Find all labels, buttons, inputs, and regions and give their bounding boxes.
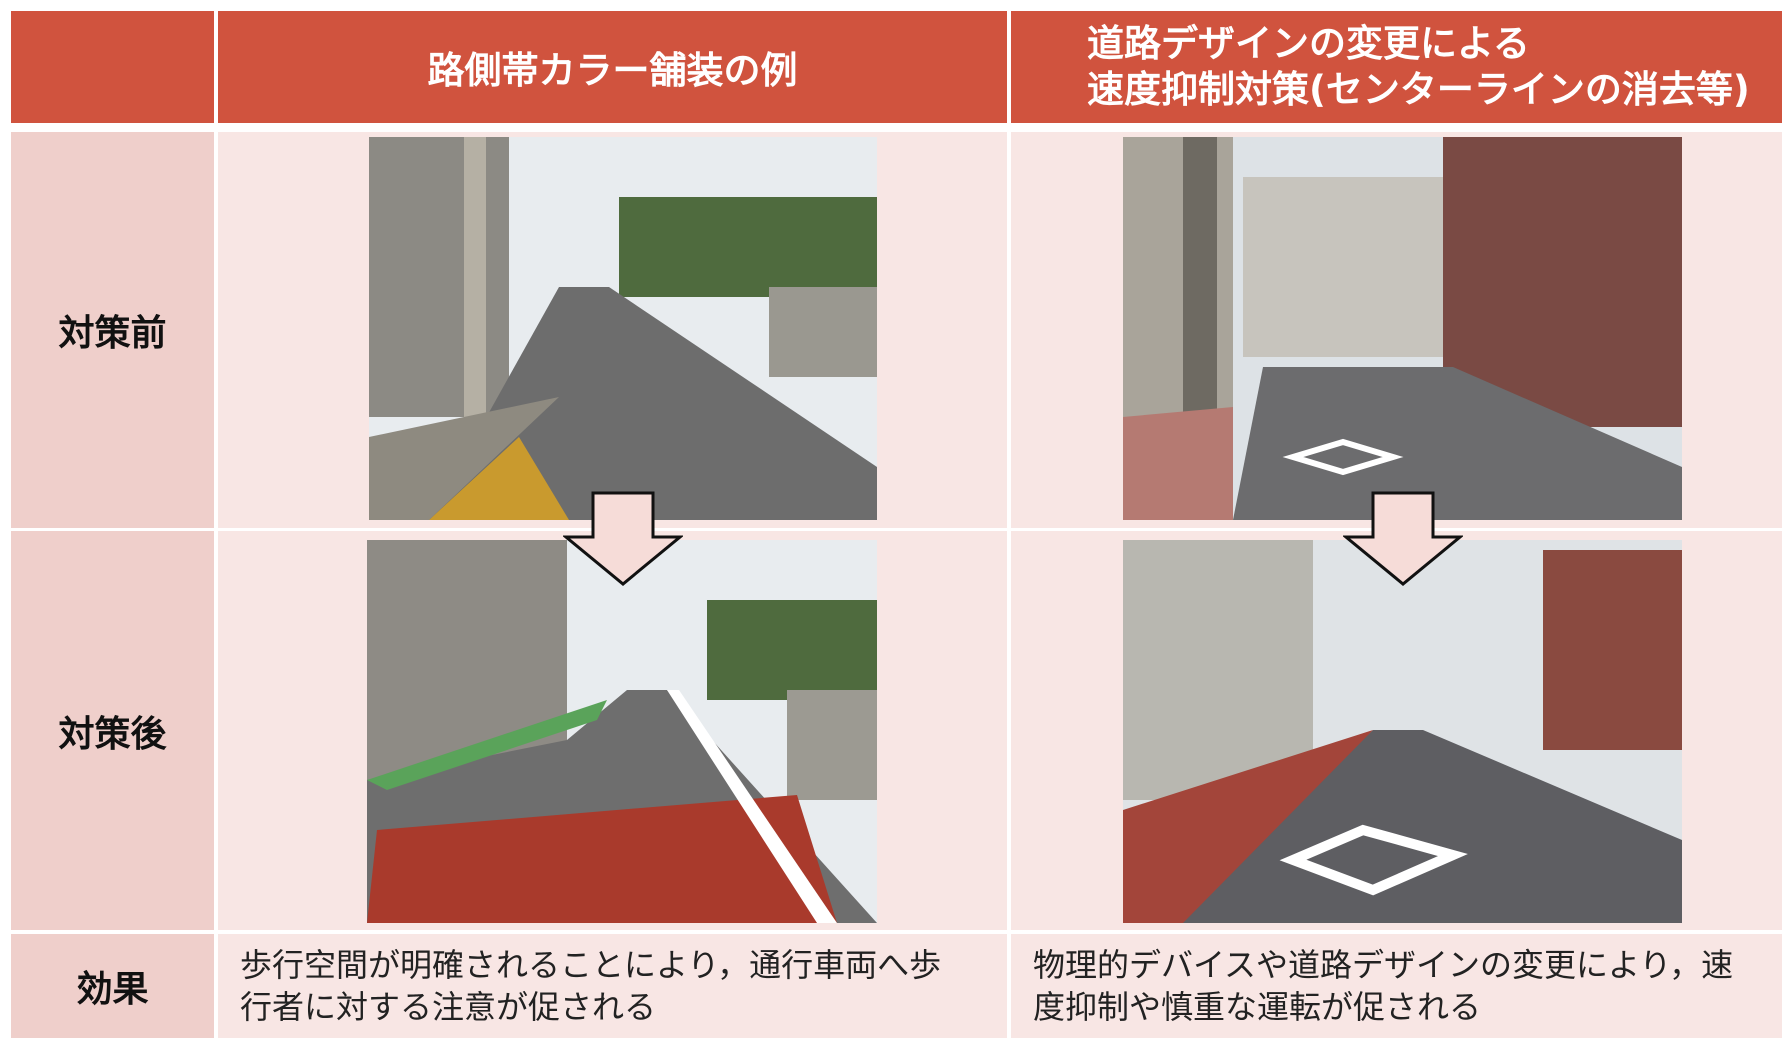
header-text: 道路デザインの変更による <box>1087 22 1530 65</box>
photo <box>1123 540 1682 923</box>
effect-text: 度抑制や慎重な運転が促される <box>1033 988 1482 1026</box>
row-label-text: 対策後 <box>58 713 167 755</box>
down-arrow <box>563 491 683 586</box>
photo <box>1123 137 1682 520</box>
effect-text: 行者に対する注意が促される <box>240 988 657 1026</box>
header-text: 路側帯カラー舗装の例 <box>427 49 798 92</box>
row-label: 対策後 <box>11 531 214 930</box>
cell: 歩行空間が明確されることにより，通行車両へ歩 行者に対する注意が促される <box>218 934 1007 1038</box>
header-text: 速度抑制対策(センターラインの消去等) <box>1087 68 1750 111</box>
effect-text: 歩行空間が明確されることにより，通行車両へ歩 <box>240 946 942 984</box>
down-arrow <box>1343 491 1463 586</box>
cell: 物理的デバイスや道路デザインの変更により，速 度抑制や慎重な運転が促される <box>1011 934 1782 1038</box>
photo <box>369 137 877 520</box>
photo <box>367 540 877 923</box>
effect-text: 物理的デバイスや道路デザインの変更により，速 <box>1033 946 1734 984</box>
row-label-text: 効果 <box>76 969 149 1010</box>
header-cell: 道路デザインの変更による 速度抑制対策(センターラインの消去等) <box>1011 11 1782 123</box>
row-label: 効果 <box>11 934 214 1038</box>
row-label: 対策前 <box>11 132 214 528</box>
header-cell: 路側帯カラー舗装の例 <box>218 11 1007 123</box>
row-label-text: 対策前 <box>58 313 167 354</box>
header-corner <box>11 11 214 123</box>
